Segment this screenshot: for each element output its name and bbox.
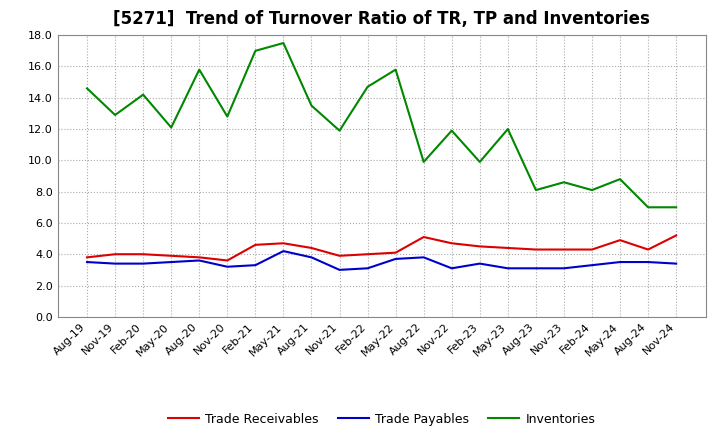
Line: Trade Receivables: Trade Receivables xyxy=(87,235,676,260)
Trade Receivables xyxy=(223,258,232,263)
Trade Receivables xyxy=(139,252,148,257)
Line: Inventories: Inventories xyxy=(87,43,676,207)
Inventories xyxy=(167,125,176,130)
Inventories xyxy=(559,180,568,185)
Trade Receivables xyxy=(588,247,596,252)
Trade Payables xyxy=(475,261,484,266)
Inventories xyxy=(251,48,260,54)
Trade Payables xyxy=(391,256,400,261)
Trade Receivables xyxy=(111,252,120,257)
Trade Receivables xyxy=(307,246,316,251)
Trade Payables xyxy=(139,261,148,266)
Trade Receivables xyxy=(531,247,540,252)
Trade Receivables xyxy=(195,255,204,260)
Trade Receivables xyxy=(559,247,568,252)
Trade Payables xyxy=(419,255,428,260)
Trade Payables xyxy=(672,261,680,266)
Inventories xyxy=(644,205,652,210)
Trade Payables xyxy=(336,267,344,272)
Trade Payables xyxy=(195,258,204,263)
Line: Trade Payables: Trade Payables xyxy=(87,251,676,270)
Trade Receivables xyxy=(251,242,260,247)
Trade Receivables xyxy=(475,244,484,249)
Trade Payables xyxy=(364,266,372,271)
Trade Payables xyxy=(559,266,568,271)
Inventories xyxy=(279,40,288,46)
Inventories xyxy=(223,114,232,119)
Trade Payables xyxy=(531,266,540,271)
Trade Payables xyxy=(167,260,176,265)
Inventories xyxy=(419,159,428,165)
Trade Payables xyxy=(279,249,288,254)
Trade Receivables xyxy=(503,246,512,251)
Inventories xyxy=(364,84,372,89)
Inventories xyxy=(531,187,540,193)
Inventories xyxy=(83,86,91,91)
Inventories xyxy=(672,205,680,210)
Trade Receivables xyxy=(83,255,91,260)
Trade Payables xyxy=(307,255,316,260)
Trade Payables xyxy=(223,264,232,269)
Trade Receivables xyxy=(419,235,428,240)
Trade Payables xyxy=(251,263,260,268)
Trade Receivables xyxy=(644,247,652,252)
Trade Receivables xyxy=(364,252,372,257)
Trade Payables xyxy=(447,266,456,271)
Inventories xyxy=(195,67,204,72)
Trade Receivables xyxy=(672,233,680,238)
Trade Receivables xyxy=(167,253,176,258)
Inventories xyxy=(391,67,400,72)
Inventories xyxy=(307,103,316,108)
Trade Payables xyxy=(644,260,652,265)
Trade Payables xyxy=(111,261,120,266)
Trade Payables xyxy=(616,260,624,265)
Title: [5271]  Trend of Turnover Ratio of TR, TP and Inventories: [5271] Trend of Turnover Ratio of TR, TP… xyxy=(113,10,650,28)
Inventories xyxy=(616,176,624,182)
Inventories xyxy=(447,128,456,133)
Inventories xyxy=(503,126,512,132)
Trade Receivables xyxy=(391,250,400,255)
Inventories xyxy=(139,92,148,97)
Inventories xyxy=(588,187,596,193)
Trade Receivables xyxy=(447,241,456,246)
Trade Receivables xyxy=(616,238,624,243)
Legend: Trade Receivables, Trade Payables, Inventories: Trade Receivables, Trade Payables, Inven… xyxy=(163,407,600,430)
Trade Payables xyxy=(503,266,512,271)
Inventories xyxy=(111,112,120,117)
Trade Payables xyxy=(83,260,91,265)
Trade Receivables xyxy=(279,241,288,246)
Inventories xyxy=(336,128,344,133)
Inventories xyxy=(475,159,484,165)
Trade Receivables xyxy=(336,253,344,258)
Trade Payables xyxy=(588,263,596,268)
